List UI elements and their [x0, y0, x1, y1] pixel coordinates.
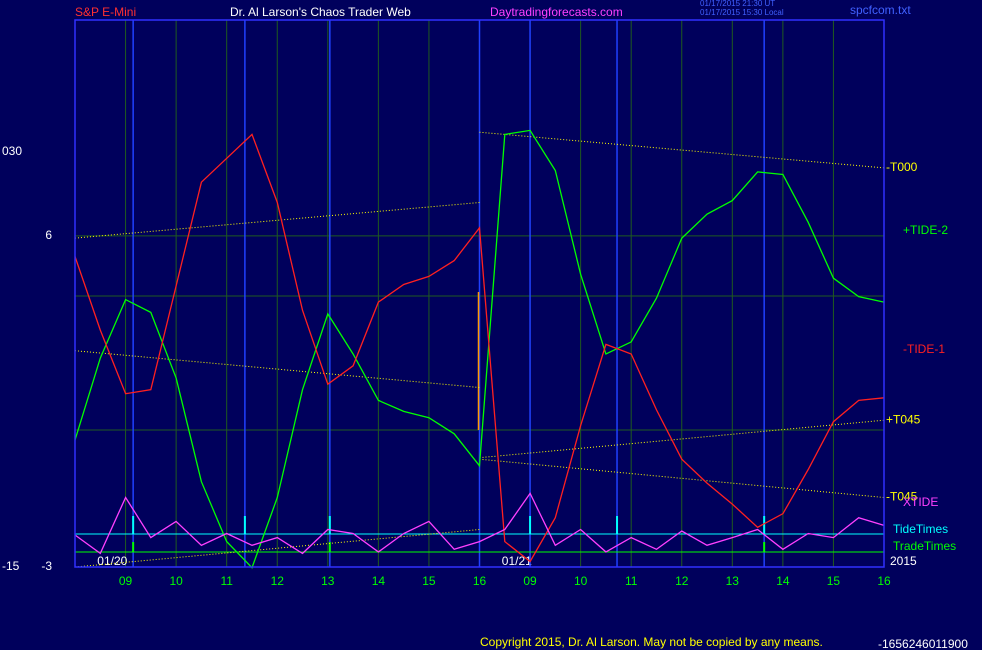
timestamp: 01/17/2015 21:30 UT [700, 0, 775, 8]
x-tick-label: 10 [574, 574, 588, 588]
x-tick-label: 12 [675, 574, 689, 588]
legend-label: -TIDE-1 [903, 342, 945, 356]
y2-tick-label: 030 [2, 144, 22, 158]
copyright: Copyright 2015, Dr. Al Larson. May not b… [480, 635, 823, 649]
y-tick-label: 6 [45, 228, 52, 242]
x-tick-label: 11 [220, 574, 233, 588]
x-tick-label: 09 [523, 574, 537, 588]
legend-label: +TIDE-2 [903, 223, 948, 237]
site: Daytradingforecasts.com [490, 5, 623, 19]
x-tick-label: 13 [726, 574, 740, 588]
x-tick-label: 11 [625, 574, 638, 588]
date-label: 01/20 [97, 554, 127, 568]
x-tick-label: 16 [877, 574, 891, 588]
x-tick-label: 15 [827, 574, 841, 588]
series-line [74, 492, 885, 555]
date-label: 01/21 [502, 554, 532, 568]
year: 2015 [890, 554, 917, 568]
x-tick-label: 13 [321, 574, 335, 588]
x-tick-label: 15 [422, 574, 436, 588]
x-tick-label: 10 [169, 574, 183, 588]
legend-label: TradeTimes [893, 539, 956, 553]
trend-label: -T000 [886, 160, 918, 174]
x-tick-label: 12 [271, 574, 285, 588]
x-tick-label: 14 [372, 574, 386, 588]
legend-label: XTIDE [903, 495, 938, 509]
timestamp: 01/17/2015 15:30 Local [700, 8, 784, 17]
trend-label: +T045 [886, 412, 921, 426]
plot-border [74, 19, 885, 568]
symbol: S&P E-Mini [75, 5, 136, 19]
file-name: spcfcom.txt [850, 3, 911, 17]
series-line [74, 129, 885, 569]
serial: -1656246011900 [878, 637, 968, 650]
y-tick-label: -3 [41, 559, 52, 573]
trend-label: -T045 [886, 490, 918, 504]
x-tick-label: 09 [119, 574, 133, 588]
legend-label: TideTimes [893, 522, 948, 536]
series-line [74, 133, 885, 563]
x-tick-label: 14 [776, 574, 790, 588]
y2-tick-label: -15 [2, 559, 20, 573]
chart-title: Dr. Al Larson's Chaos Trader Web [230, 5, 411, 19]
x-tick-label: 16 [473, 574, 487, 588]
